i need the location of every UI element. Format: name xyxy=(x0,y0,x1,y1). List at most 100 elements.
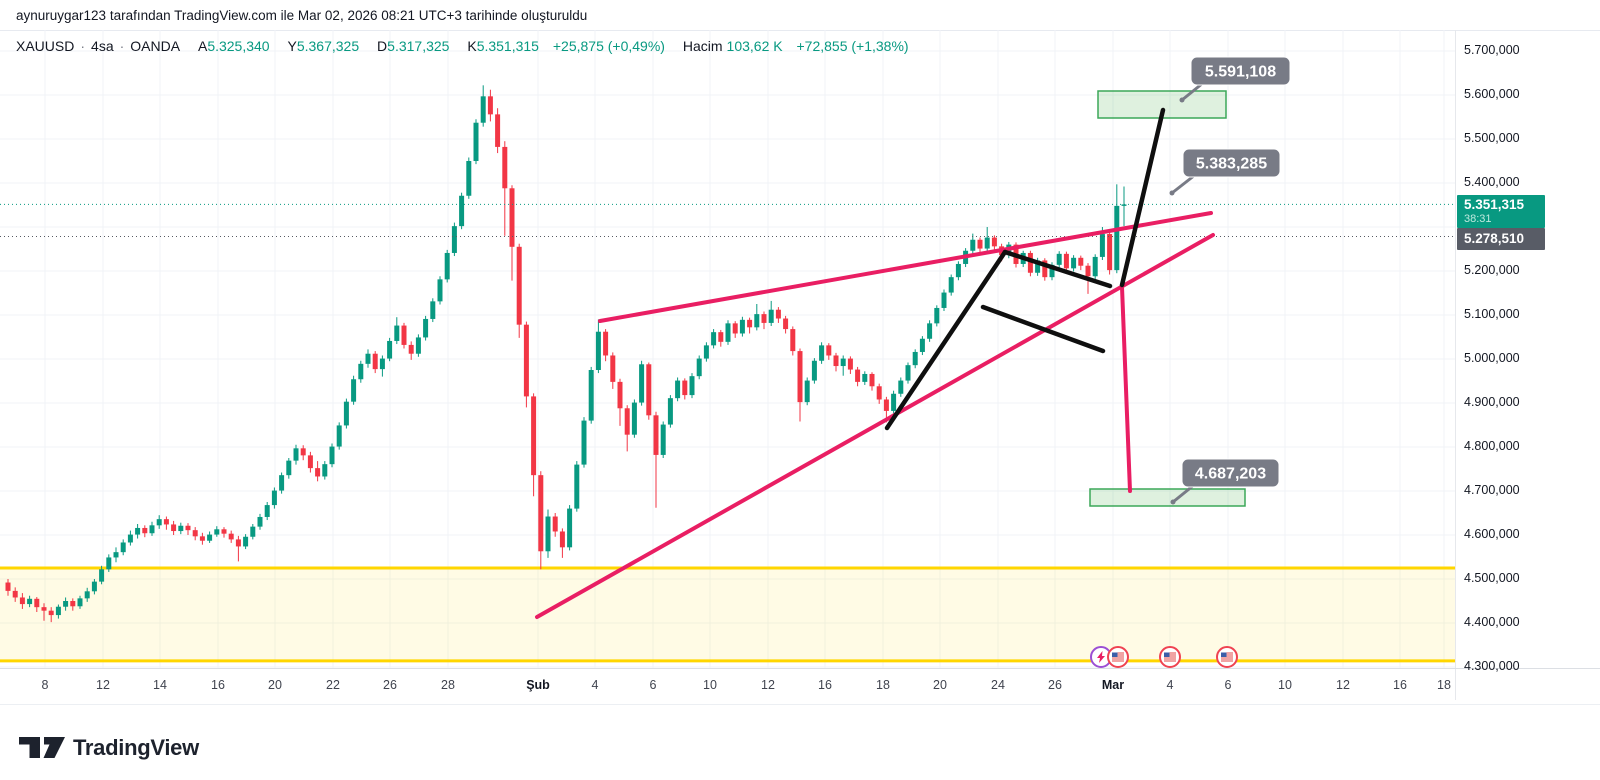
candle xyxy=(754,314,760,328)
candle xyxy=(451,226,457,253)
callout-anchor-dot xyxy=(1169,190,1175,196)
candle xyxy=(358,363,364,380)
candle xyxy=(1042,260,1048,278)
candle xyxy=(833,355,839,367)
time-tick-label: 4 xyxy=(591,678,599,692)
tradingview-logo[interactable]: TradingView xyxy=(16,731,246,765)
candle xyxy=(34,598,40,608)
previous-close-badge: 5.278,510 xyxy=(1457,228,1545,250)
candle xyxy=(725,323,731,342)
candle xyxy=(761,314,767,323)
time-tick-label: 26 xyxy=(383,678,397,692)
candle xyxy=(250,526,256,537)
attribution-text: aynuruygar123 tarafından TradingView.com… xyxy=(16,8,588,23)
callout-anchor-dot xyxy=(1179,97,1185,103)
callout-text: 4.687,203 xyxy=(1195,466,1266,483)
time-tick-label: 26 xyxy=(1048,678,1062,692)
volume-value: 103,62 K xyxy=(726,38,783,54)
price-tick-label: 5.400,000 xyxy=(1464,175,1520,189)
candle xyxy=(127,534,133,543)
black-flag-lower-line[interactable] xyxy=(980,304,1106,354)
time-tick-label: 10 xyxy=(1278,678,1292,692)
candle xyxy=(48,610,54,616)
candle xyxy=(660,424,666,455)
candle xyxy=(1092,256,1098,277)
candle xyxy=(257,516,263,527)
candle xyxy=(1063,253,1069,269)
black-projection-line[interactable] xyxy=(1119,107,1166,288)
candle xyxy=(574,464,580,509)
volume-change: +72,855 (+1,38%) xyxy=(796,38,909,54)
high-value: 5.367,325 xyxy=(296,38,360,54)
callout-tail xyxy=(1172,483,1195,504)
price-tick-label: 5.600,000 xyxy=(1464,87,1520,101)
candle xyxy=(401,325,407,345)
black-flag-upper-line[interactable] xyxy=(1002,249,1113,289)
callout-text: 5.383,285 xyxy=(1196,156,1267,173)
candle xyxy=(70,601,76,607)
time-tick-label: 20 xyxy=(933,678,947,692)
candle xyxy=(351,379,357,402)
close-letter: K xyxy=(467,38,477,54)
us-flag-icon[interactable] xyxy=(1159,646,1181,668)
candle xyxy=(228,533,234,540)
pink-trendline-upper[interactable] xyxy=(598,211,1213,323)
candle xyxy=(905,365,911,381)
open-value: 5.325,340 xyxy=(207,38,270,54)
price-callout-4687203: 4.687,203 xyxy=(1170,458,1280,505)
candle xyxy=(682,380,688,396)
time-tick-label: 16 xyxy=(1393,678,1407,692)
candle xyxy=(480,96,486,123)
candle xyxy=(156,519,162,526)
price-tick-label: 4.800,000 xyxy=(1464,439,1520,453)
time-tick-label: 16 xyxy=(211,678,225,692)
candle xyxy=(41,607,47,611)
candle xyxy=(703,345,709,359)
time-tick-month-label: Şub xyxy=(526,678,550,692)
candle xyxy=(149,525,155,534)
candle xyxy=(178,525,184,532)
candle xyxy=(883,399,889,411)
candle xyxy=(315,468,321,477)
candle xyxy=(675,380,681,399)
candle xyxy=(27,598,33,605)
candle xyxy=(891,393,897,411)
black-flagpole-line[interactable] xyxy=(884,249,1008,431)
candle xyxy=(941,292,947,308)
candle xyxy=(855,369,861,382)
candle xyxy=(243,536,249,547)
us-flag-icon[interactable] xyxy=(1216,646,1238,668)
candle xyxy=(221,529,227,534)
target-zone-lower[interactable] xyxy=(1089,488,1246,507)
interval-label: 4sa xyxy=(91,38,114,54)
tradingview-logo-text: TradingView xyxy=(73,735,200,760)
candle xyxy=(437,279,443,302)
pink-trendline-lower[interactable] xyxy=(535,233,1215,619)
time-tick-label: 12 xyxy=(96,678,110,692)
candle xyxy=(444,252,450,280)
time-tick-label: 22 xyxy=(326,678,340,692)
candle xyxy=(689,376,695,396)
candle xyxy=(279,475,285,491)
time-tick-label: 10 xyxy=(703,678,717,692)
candle xyxy=(329,446,335,465)
candle xyxy=(459,195,465,227)
us-flag-icon[interactable] xyxy=(1107,646,1129,668)
candle xyxy=(120,542,126,553)
candle xyxy=(509,188,515,247)
candle xyxy=(1099,234,1105,257)
candle xyxy=(185,525,191,531)
candle xyxy=(610,355,616,382)
change-value: +25,875 (+0,49%) xyxy=(552,38,665,54)
candle xyxy=(394,325,400,341)
candle xyxy=(135,527,141,535)
candle xyxy=(113,552,119,558)
candle xyxy=(487,96,493,115)
candle xyxy=(466,161,472,196)
candle xyxy=(545,516,551,552)
candle xyxy=(898,380,904,394)
economic-event-icon[interactable] xyxy=(1090,646,1112,668)
candle xyxy=(775,309,781,319)
pink-breakdown-line[interactable] xyxy=(1120,285,1132,493)
